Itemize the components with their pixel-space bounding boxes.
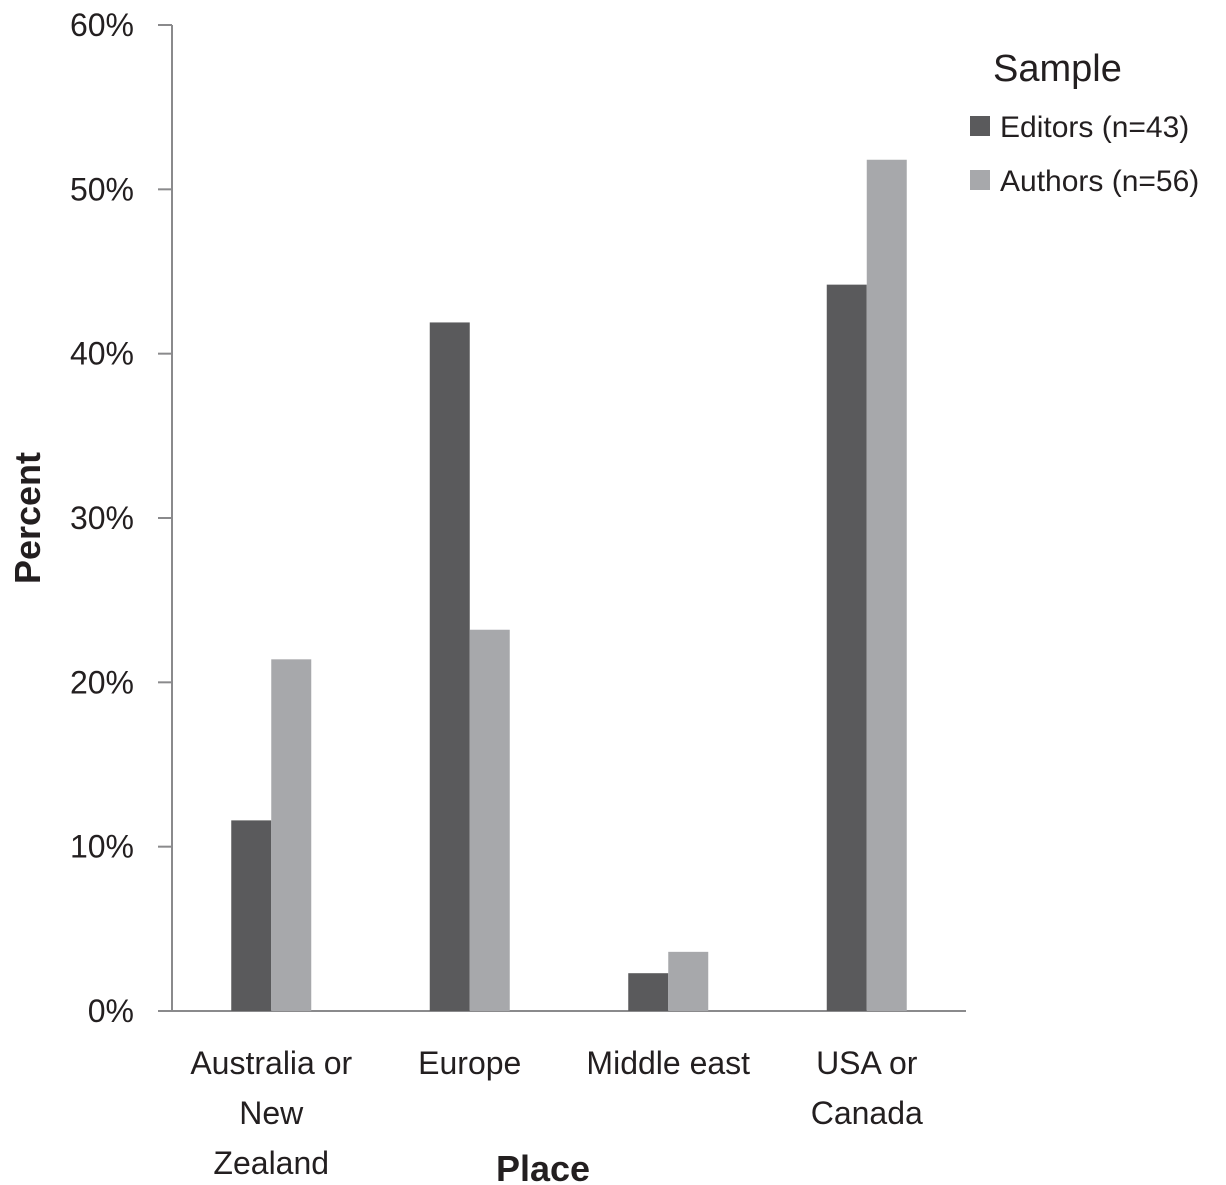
y-tick-label: 20%: [70, 664, 134, 700]
y-tick-label: 10%: [70, 829, 134, 865]
legend-items: Editors (n=43) Authors (n=56): [970, 111, 1199, 198]
bars: [231, 159, 907, 1012]
y-axis-title: Percent: [7, 452, 48, 584]
legend-swatch-editors: [970, 116, 990, 136]
x-tick-label: USA or Canada: [811, 1045, 923, 1131]
x-tick-labels: Australia or New Zealand Europe Middle east U…: [190, 1045, 923, 1181]
legend-swatch-authors: [970, 170, 990, 190]
bar-authors-3: [668, 951, 709, 1011]
bar-authors-4: [866, 159, 907, 1012]
legend-title: Sample: [993, 48, 1122, 90]
y-tick-label: 30%: [70, 500, 134, 536]
legend: Sample Editors (n=43) Authors (n=56): [970, 48, 1199, 198]
y-tick-label: 60%: [70, 7, 134, 43]
bar-editors-1: [231, 820, 272, 1011]
bar-authors-2: [469, 629, 510, 1011]
x-tick-label: Middle east: [586, 1045, 750, 1081]
bar-editors-2: [429, 322, 470, 1011]
y-tick-label: 40%: [70, 336, 134, 372]
y-tick-label: 0%: [88, 993, 134, 1029]
legend-label-authors: Authors (n=56): [1000, 165, 1199, 198]
x-tick-label: Europe: [418, 1045, 521, 1081]
bar-authors-1: [271, 659, 312, 1011]
bar-editors-3: [628, 973, 669, 1011]
y-ticks: 0% 10% 20% 30% 40% 50% 60%: [70, 7, 172, 1029]
x-axis-title: Place: [496, 1148, 590, 1185]
x-tick-label: Australia or New Zealand: [190, 1045, 352, 1181]
y-tick-label: 50%: [70, 171, 134, 207]
legend-label-editors: Editors (n=43): [1000, 111, 1189, 144]
bar-editors-4: [826, 284, 867, 1011]
